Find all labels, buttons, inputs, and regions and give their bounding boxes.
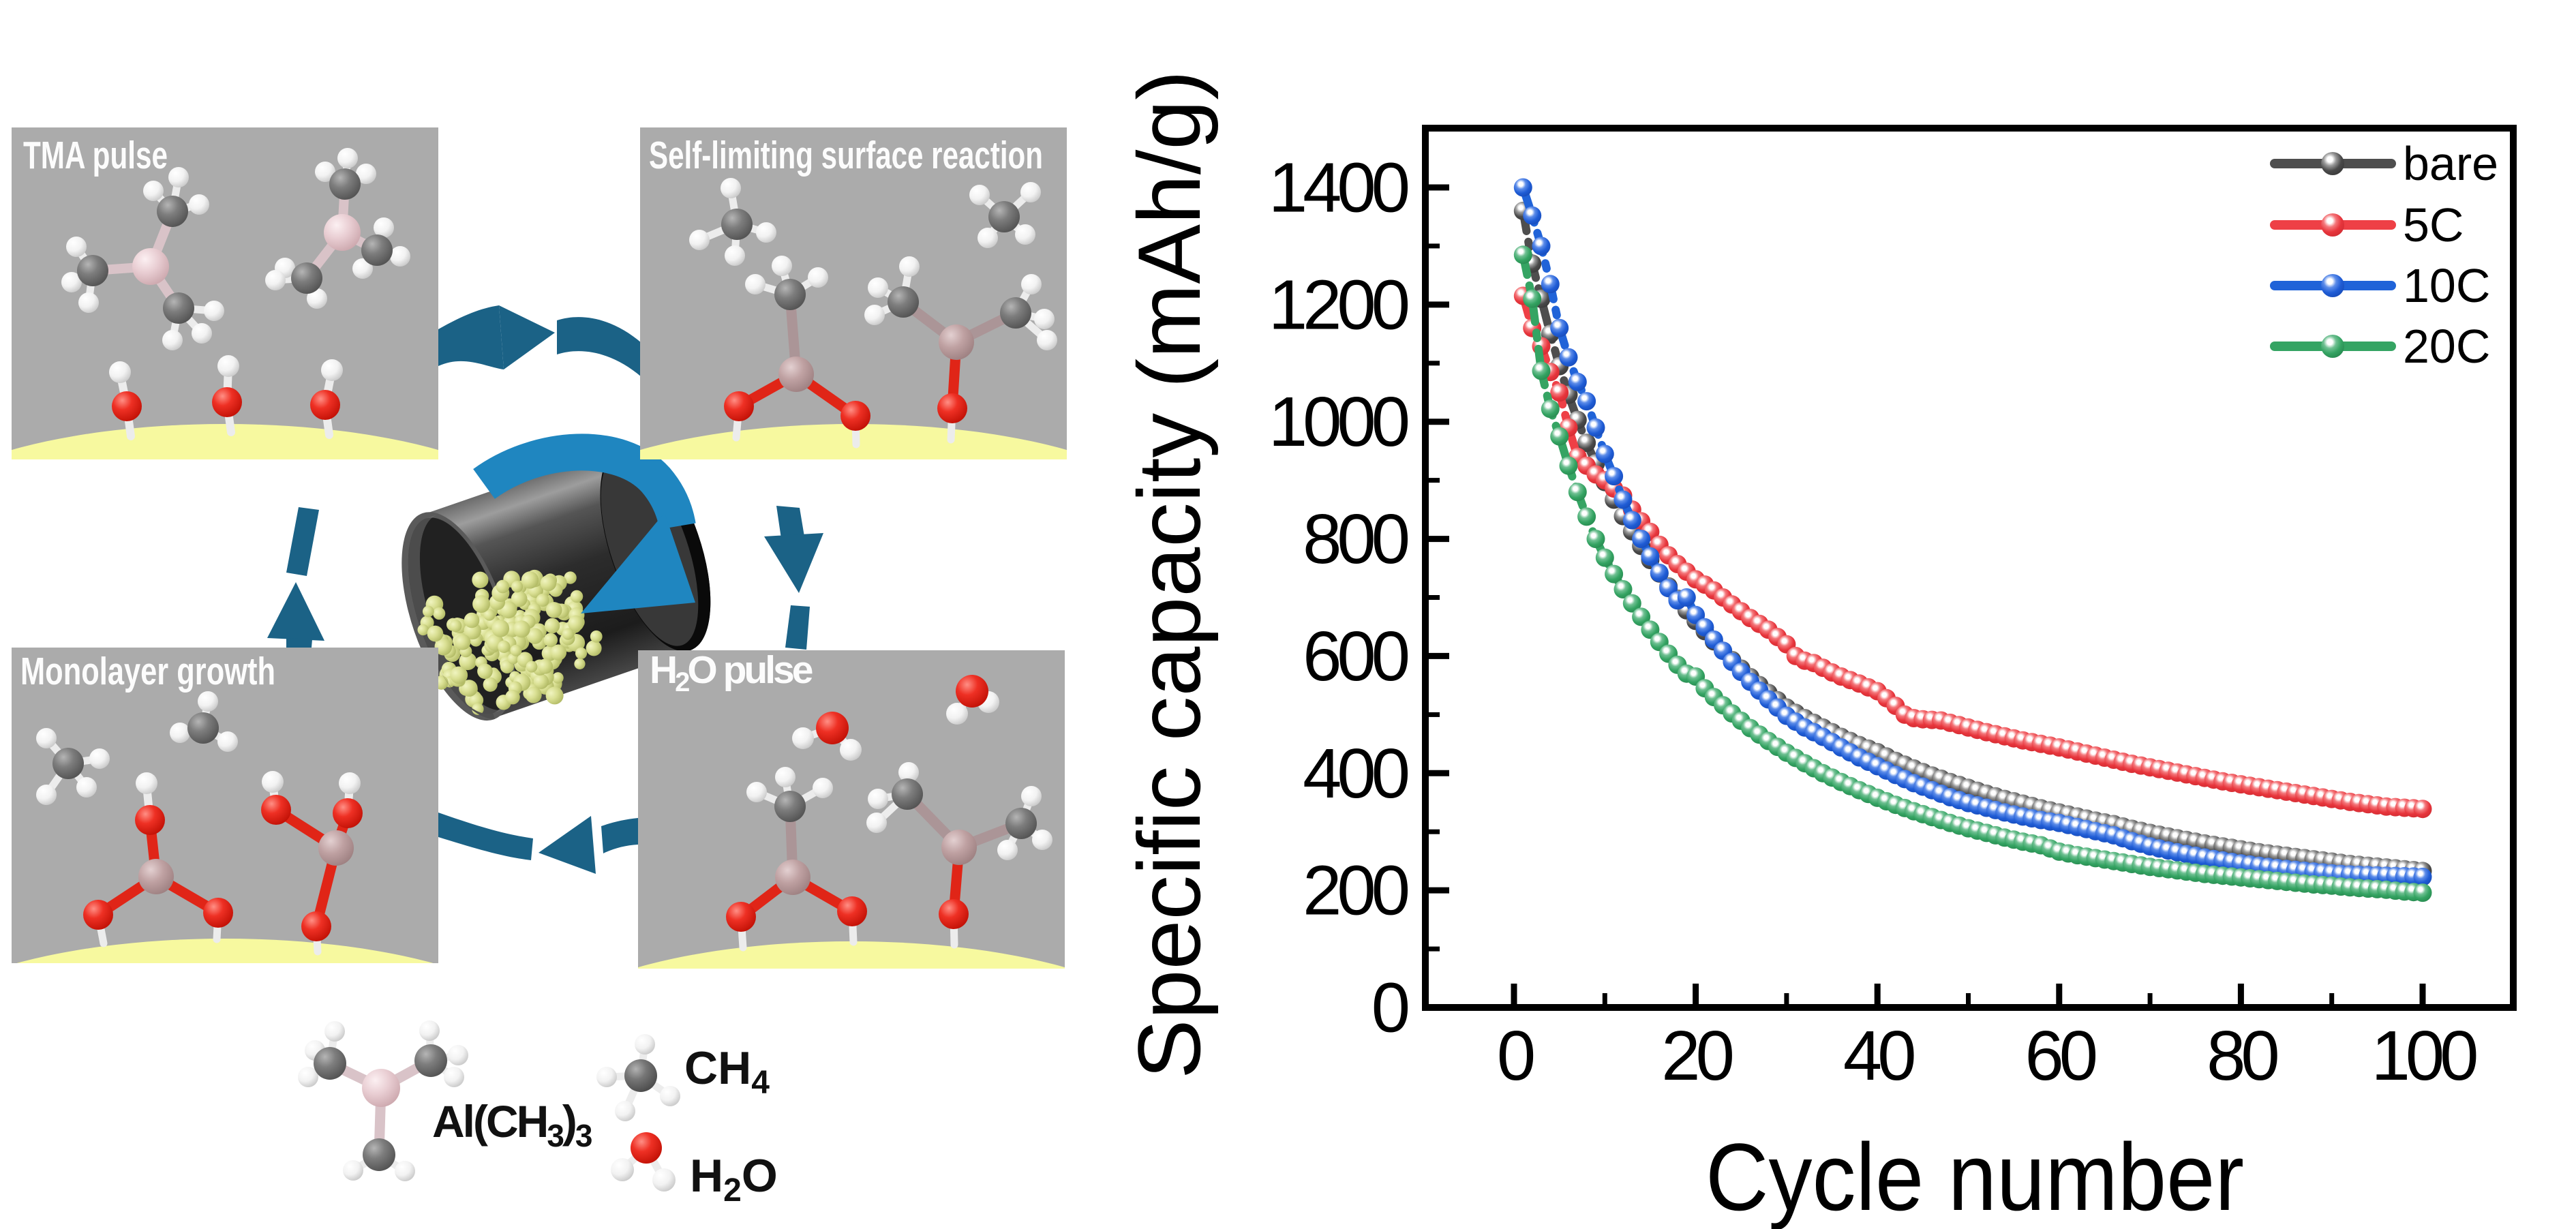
svg-text:Al(CH3)3: Al(CH3)3 — [432, 1096, 592, 1153]
svg-text:0: 0 — [1497, 1016, 1534, 1095]
svg-text:400: 400 — [1303, 734, 1408, 813]
svg-text:1200: 1200 — [1269, 265, 1408, 344]
svg-text:800: 800 — [1303, 500, 1408, 578]
svg-text:H2O pulse: H2O pulse — [650, 648, 813, 697]
svg-text:H2O: H2O — [690, 1150, 778, 1209]
svg-text:5C: 5C — [2403, 198, 2464, 252]
svg-text:10C: 10C — [2403, 259, 2490, 312]
svg-text:bare: bare — [2403, 137, 2498, 190]
svg-text:100: 100 — [2372, 1016, 2477, 1095]
svg-text:Specific capacity (mAh/g): Specific capacity (mAh/g) — [1119, 70, 1219, 1079]
svg-text:Monolayer growth: Monolayer growth — [20, 650, 275, 693]
svg-text:TMA pulse: TMA pulse — [23, 134, 168, 177]
svg-text:600: 600 — [1303, 617, 1408, 695]
svg-text:20: 20 — [1661, 1016, 1732, 1095]
svg-text:1000: 1000 — [1269, 382, 1408, 461]
svg-text:40: 40 — [1843, 1016, 1914, 1095]
svg-text:200: 200 — [1303, 851, 1408, 930]
svg-text:1400: 1400 — [1269, 149, 1408, 227]
svg-text:60: 60 — [2025, 1016, 2096, 1095]
svg-text:80: 80 — [2207, 1016, 2277, 1095]
svg-text:Self-limiting surface reaction: Self-limiting surface reaction — [649, 134, 1043, 177]
svg-text:Cycle number: Cycle number — [1706, 1123, 2244, 1229]
svg-text:0: 0 — [1372, 969, 1408, 1047]
svg-text:20C: 20C — [2403, 320, 2490, 373]
svg-text:CH4: CH4 — [684, 1042, 770, 1101]
